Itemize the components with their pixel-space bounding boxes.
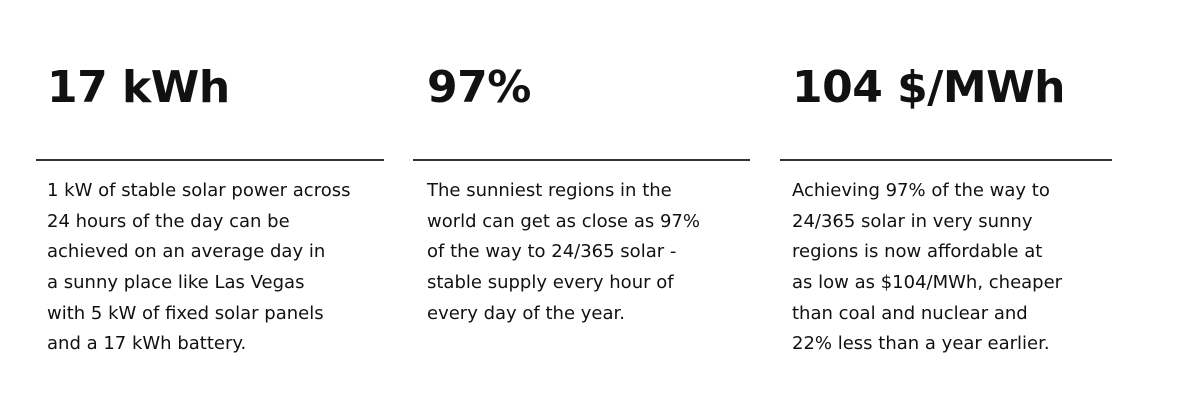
stat-description: Achieving 97% of the way to 24/365 solar … xyxy=(792,176,1062,360)
stat-description: The sunniest regions in the world can get… xyxy=(427,176,700,329)
description-line: as low as $104/MWh, cheaper xyxy=(792,272,1063,294)
description-line: of the way to 24/365 solar - xyxy=(427,241,677,263)
description-line: achieved on an average day in xyxy=(47,241,326,263)
divider xyxy=(780,159,1112,161)
description-line: 24/365 solar in very sunny xyxy=(792,210,1033,232)
divider xyxy=(36,159,384,161)
description-line: regions is now affordable at xyxy=(792,241,1043,263)
stat-value: 97% xyxy=(427,62,531,113)
stat-value: 104 $/MWh xyxy=(792,62,1066,113)
stat-value: 17 kWh xyxy=(47,62,230,113)
description-line: 22% less than a year earlier. xyxy=(792,333,1050,355)
description-line: and a 17 kWh battery. xyxy=(47,333,247,355)
description-line: world can get as close as 97% xyxy=(427,210,700,232)
description-line: Achieving 97% of the way to xyxy=(792,180,1050,201)
description-line: every day of the year. xyxy=(427,302,625,324)
description-line: 1 kW of stable solar power across xyxy=(47,180,351,201)
description-line: a sunny place like Las Vegas xyxy=(47,272,305,294)
description-line: than coal and nuclear and xyxy=(792,302,1028,324)
divider xyxy=(413,159,750,161)
stat-description: 1 kW of stable solar power across 24 hour… xyxy=(47,176,350,360)
description-line: 24 hours of the day can be xyxy=(47,210,290,232)
description-line: with 5 kW of fixed solar panels xyxy=(47,302,324,324)
description-line: stable supply every hour of xyxy=(427,272,674,294)
description-line: The sunniest regions in the xyxy=(427,180,672,201)
